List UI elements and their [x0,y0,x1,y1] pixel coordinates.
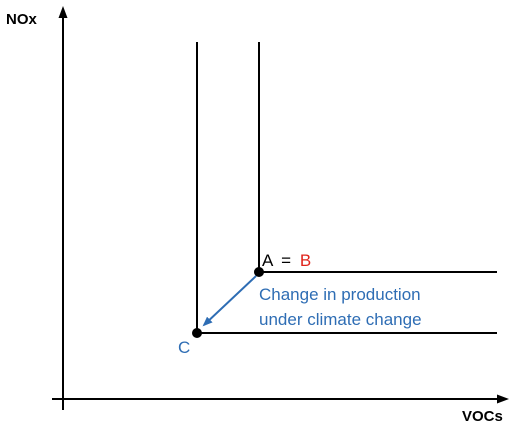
point-c-label: C [178,338,190,357]
y-axis-label: NOx [6,11,38,28]
point-b-label: B [300,251,311,270]
annotation-line-2: under climate change [259,310,422,329]
point-a-label: A [262,251,274,270]
equals-sign: = [281,251,291,270]
point-ab [254,267,264,277]
point-ab-label: A = B [262,251,311,270]
annotation-line-1: Change in production [259,285,421,304]
y-axis-arrowhead [58,6,68,18]
point-c [192,328,202,338]
change-arrow [202,275,257,327]
x-axis-arrowhead [497,394,509,404]
x-axis-label: VOCs [462,408,503,425]
